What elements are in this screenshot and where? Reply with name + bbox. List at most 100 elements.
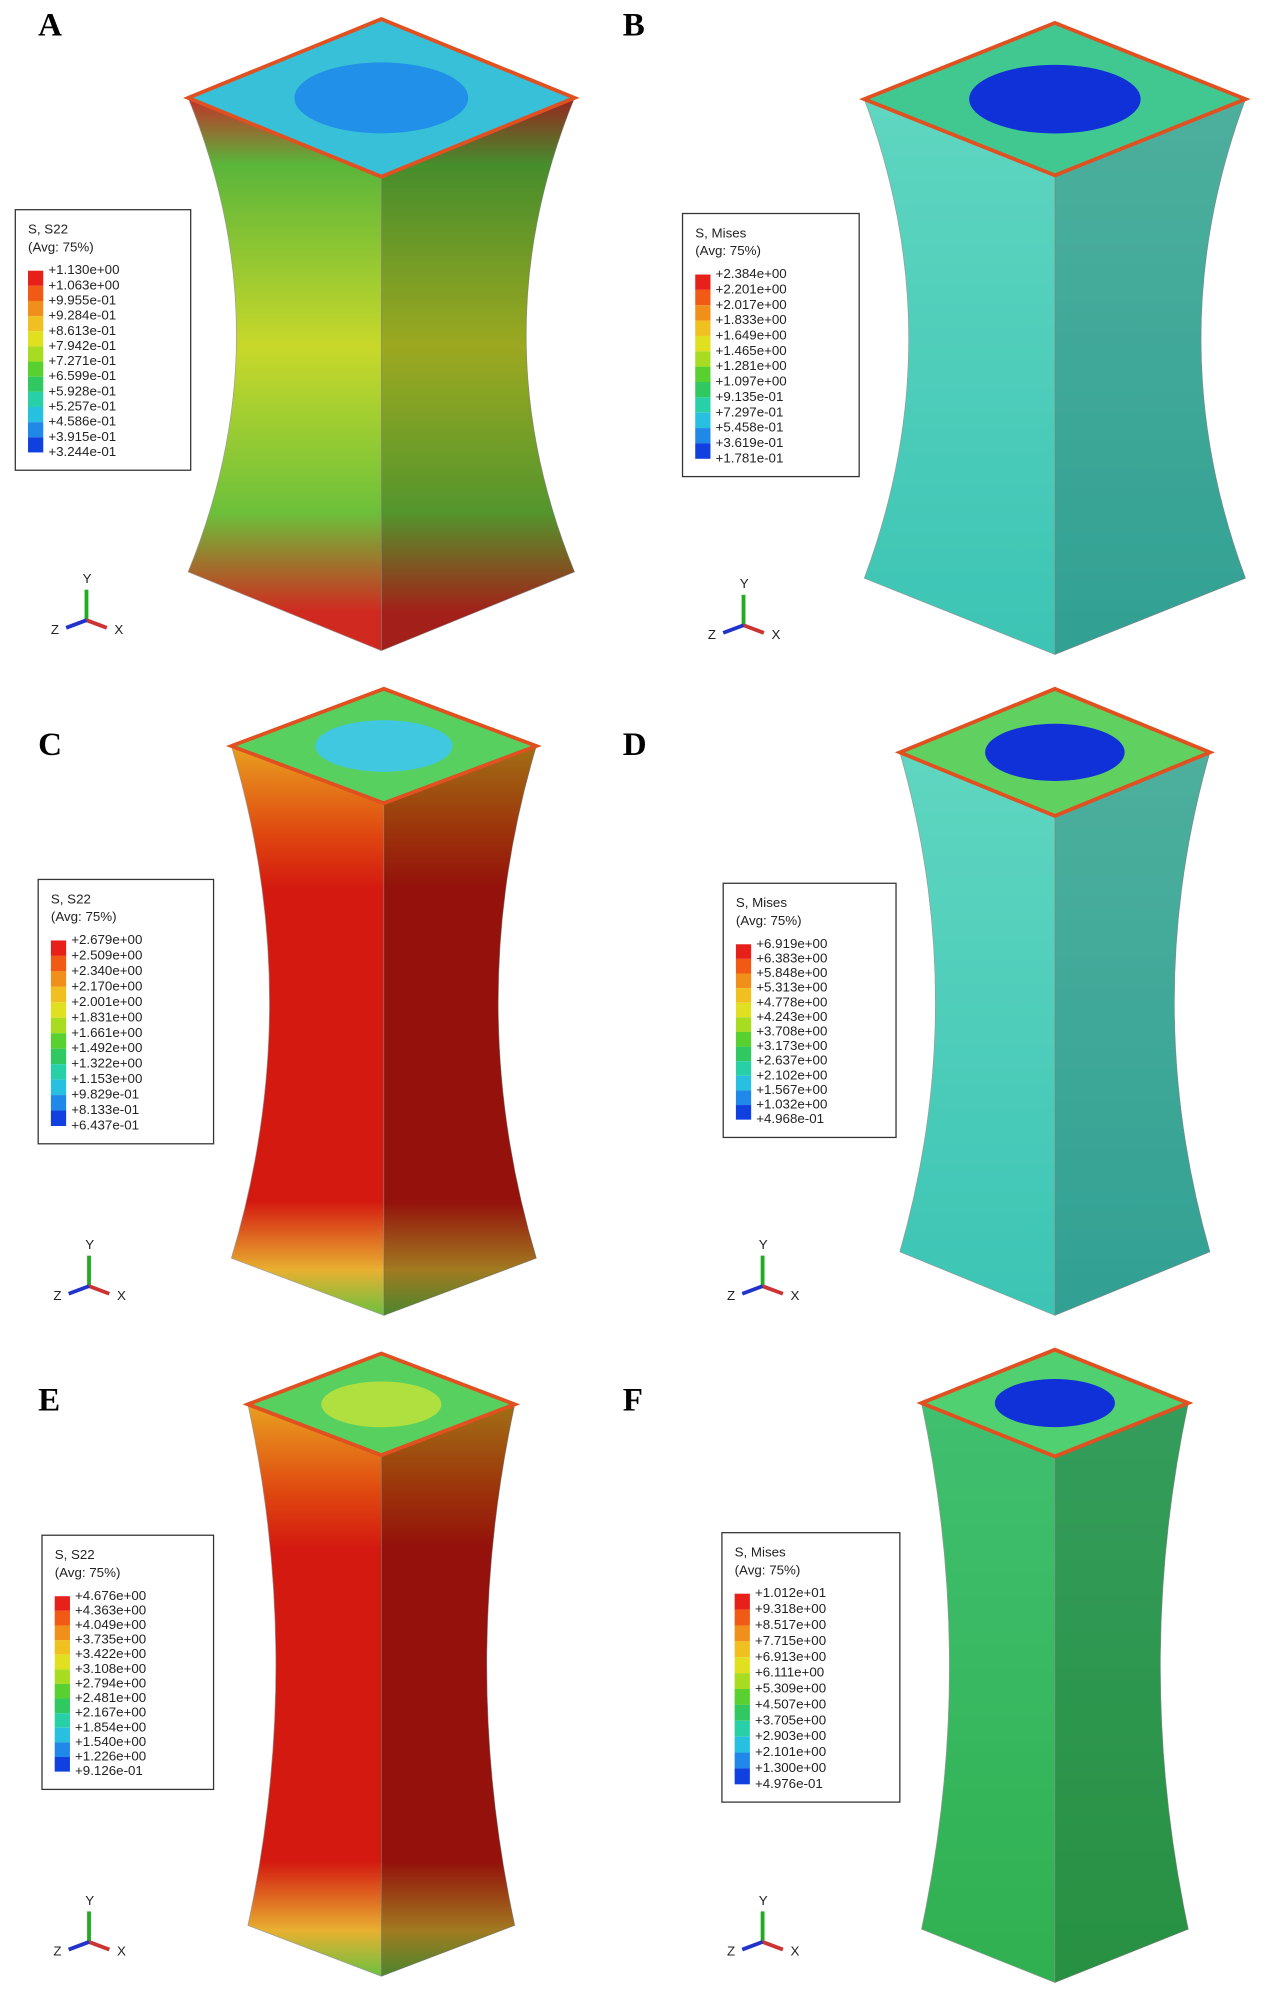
legend-value: +3.244e-01 xyxy=(48,444,116,459)
legend-value: +6.383e+00 xyxy=(756,950,827,965)
panel: BS, Mises(Avg: 75%)+2.384e+00+2.201e+00+… xyxy=(623,8,1251,655)
legend-swatch xyxy=(50,1079,67,1096)
legend-swatch xyxy=(50,986,67,1003)
right-face-shade xyxy=(1054,99,1246,655)
legend-swatch xyxy=(54,1625,70,1641)
legend-swatch xyxy=(28,361,44,377)
legend-value: +9.318e+00 xyxy=(755,1601,826,1616)
legend-value: +4.363e+00 xyxy=(75,1602,146,1617)
legend-value: +1.032e+00 xyxy=(756,1097,827,1112)
legend-box xyxy=(14,209,192,471)
legend-box xyxy=(722,882,897,1139)
legend-swatch xyxy=(695,274,711,290)
legend-swatch xyxy=(735,1046,752,1062)
column-right-face xyxy=(381,1403,516,1977)
legend-value: +1.567e+00 xyxy=(756,1082,827,1097)
legend-value: +7.942e-01 xyxy=(48,338,116,353)
legend-value: +7.297e-01 xyxy=(716,404,784,419)
legend-swatch xyxy=(735,1105,752,1120)
legend-value: +2.384e+00 xyxy=(716,266,787,281)
panel: E S, S22 (Avg: 75%) +4.676e+00+4.363e+00+4.… xyxy=(38,1351,521,1977)
column-right-face xyxy=(1054,98,1247,655)
legend-swatch xyxy=(54,1727,70,1743)
legend-value: +5.848e+00 xyxy=(756,965,827,980)
legend-value: +5.458e-01 xyxy=(716,420,784,435)
triad-x xyxy=(761,1284,784,1296)
axis-label-y: Y xyxy=(85,1237,94,1252)
legend-value: +1.281e+00 xyxy=(716,358,787,373)
legend-box xyxy=(721,1532,901,1803)
legend-swatch xyxy=(50,1002,67,1018)
legend-swatch xyxy=(695,305,711,321)
legend-value: +2.679e+00 xyxy=(71,932,142,947)
top-contour xyxy=(321,1381,442,1428)
legend-value: +1.130e+00 xyxy=(48,262,119,277)
axis-label-y: Y xyxy=(83,571,92,586)
triad-x xyxy=(761,1940,784,1952)
legend-value: +2.017e+00 xyxy=(716,297,787,312)
legend-swatch xyxy=(695,412,711,429)
legend-value: +7.271e-01 xyxy=(48,353,116,368)
top-contour xyxy=(294,62,469,134)
legend-swatch xyxy=(735,973,752,989)
legend-swatch xyxy=(735,1031,752,1047)
legend-swatch xyxy=(54,1713,70,1728)
legend-value: +2.001e+00 xyxy=(71,994,142,1009)
legend-value: +1.063e+00 xyxy=(48,277,119,292)
column-left-face xyxy=(247,1403,382,1977)
legend-value: +1.226e+00 xyxy=(75,1749,146,1764)
axis-label-z: Z xyxy=(708,627,716,642)
legend-swatch xyxy=(735,1017,752,1032)
legend-swatch xyxy=(734,1641,750,1658)
legend-value: +1.781e-01 xyxy=(716,450,784,465)
axis-label-z: Z xyxy=(53,1288,61,1303)
legend-value: +1.540e+00 xyxy=(75,1734,146,1749)
panel-label: C xyxy=(38,727,62,763)
legend-value: +8.133e-01 xyxy=(71,1102,139,1117)
legend-avg: (Avg: 75%) xyxy=(735,1562,801,1577)
legend-value: +2.101e+00 xyxy=(755,1744,826,1759)
legend-value: +4.049e+00 xyxy=(75,1617,146,1632)
legend-swatch xyxy=(28,437,44,453)
legend-value: +1.465e+00 xyxy=(716,343,787,358)
legend-swatch xyxy=(695,351,711,367)
legend-value: +9.829e-01 xyxy=(71,1087,139,1102)
column-right-face xyxy=(1054,1402,1189,1984)
legend-value: +1.012e+01 xyxy=(755,1585,826,1600)
legend-value: +2.102e+00 xyxy=(756,1067,827,1082)
triad-z xyxy=(68,1940,90,1952)
right-face-shade xyxy=(1054,752,1210,1316)
legend-value: +2.481e+00 xyxy=(75,1690,146,1705)
legend-swatch xyxy=(695,335,711,352)
legend-swatch xyxy=(734,1609,750,1626)
triad-x xyxy=(88,1940,111,1952)
legend-swatch xyxy=(735,958,752,974)
legend-title: S, Mises xyxy=(695,225,746,240)
legend-value: +1.300e+00 xyxy=(755,1760,826,1775)
legend-swatch xyxy=(50,1110,67,1127)
top-contour xyxy=(994,1379,1115,1428)
legend-value: +1.661e+00 xyxy=(71,1025,142,1040)
legend-swatch xyxy=(54,1654,70,1670)
axis-label-z: Z xyxy=(51,622,59,637)
legend-value: +1.097e+00 xyxy=(716,374,787,389)
legend-value: +4.243e+00 xyxy=(756,1009,827,1024)
legend-swatch xyxy=(735,1075,752,1091)
column-left-face xyxy=(863,98,1056,655)
right-face-shade xyxy=(383,746,537,1316)
legend-value: +1.649e+00 xyxy=(716,327,787,342)
right-face-shade xyxy=(1054,1403,1189,1983)
legend-swatch xyxy=(695,443,711,459)
legend-value: +1.854e+00 xyxy=(75,1719,146,1734)
legend-swatch xyxy=(28,346,44,362)
legend-value: +3.735e+00 xyxy=(75,1632,146,1647)
legend-swatch xyxy=(54,1610,70,1626)
legend-swatch xyxy=(735,944,752,959)
top-contour xyxy=(985,723,1125,781)
legend-avg: (Avg: 75%) xyxy=(55,1565,121,1580)
legend-value: +1.831e+00 xyxy=(71,1009,142,1024)
legend-value: +4.968e-01 xyxy=(756,1111,824,1126)
legend-swatch xyxy=(734,1736,750,1753)
panel: CS, S22(Avg: 75%)+2.679e+00+2.509e+00+2.… xyxy=(37,686,542,1316)
